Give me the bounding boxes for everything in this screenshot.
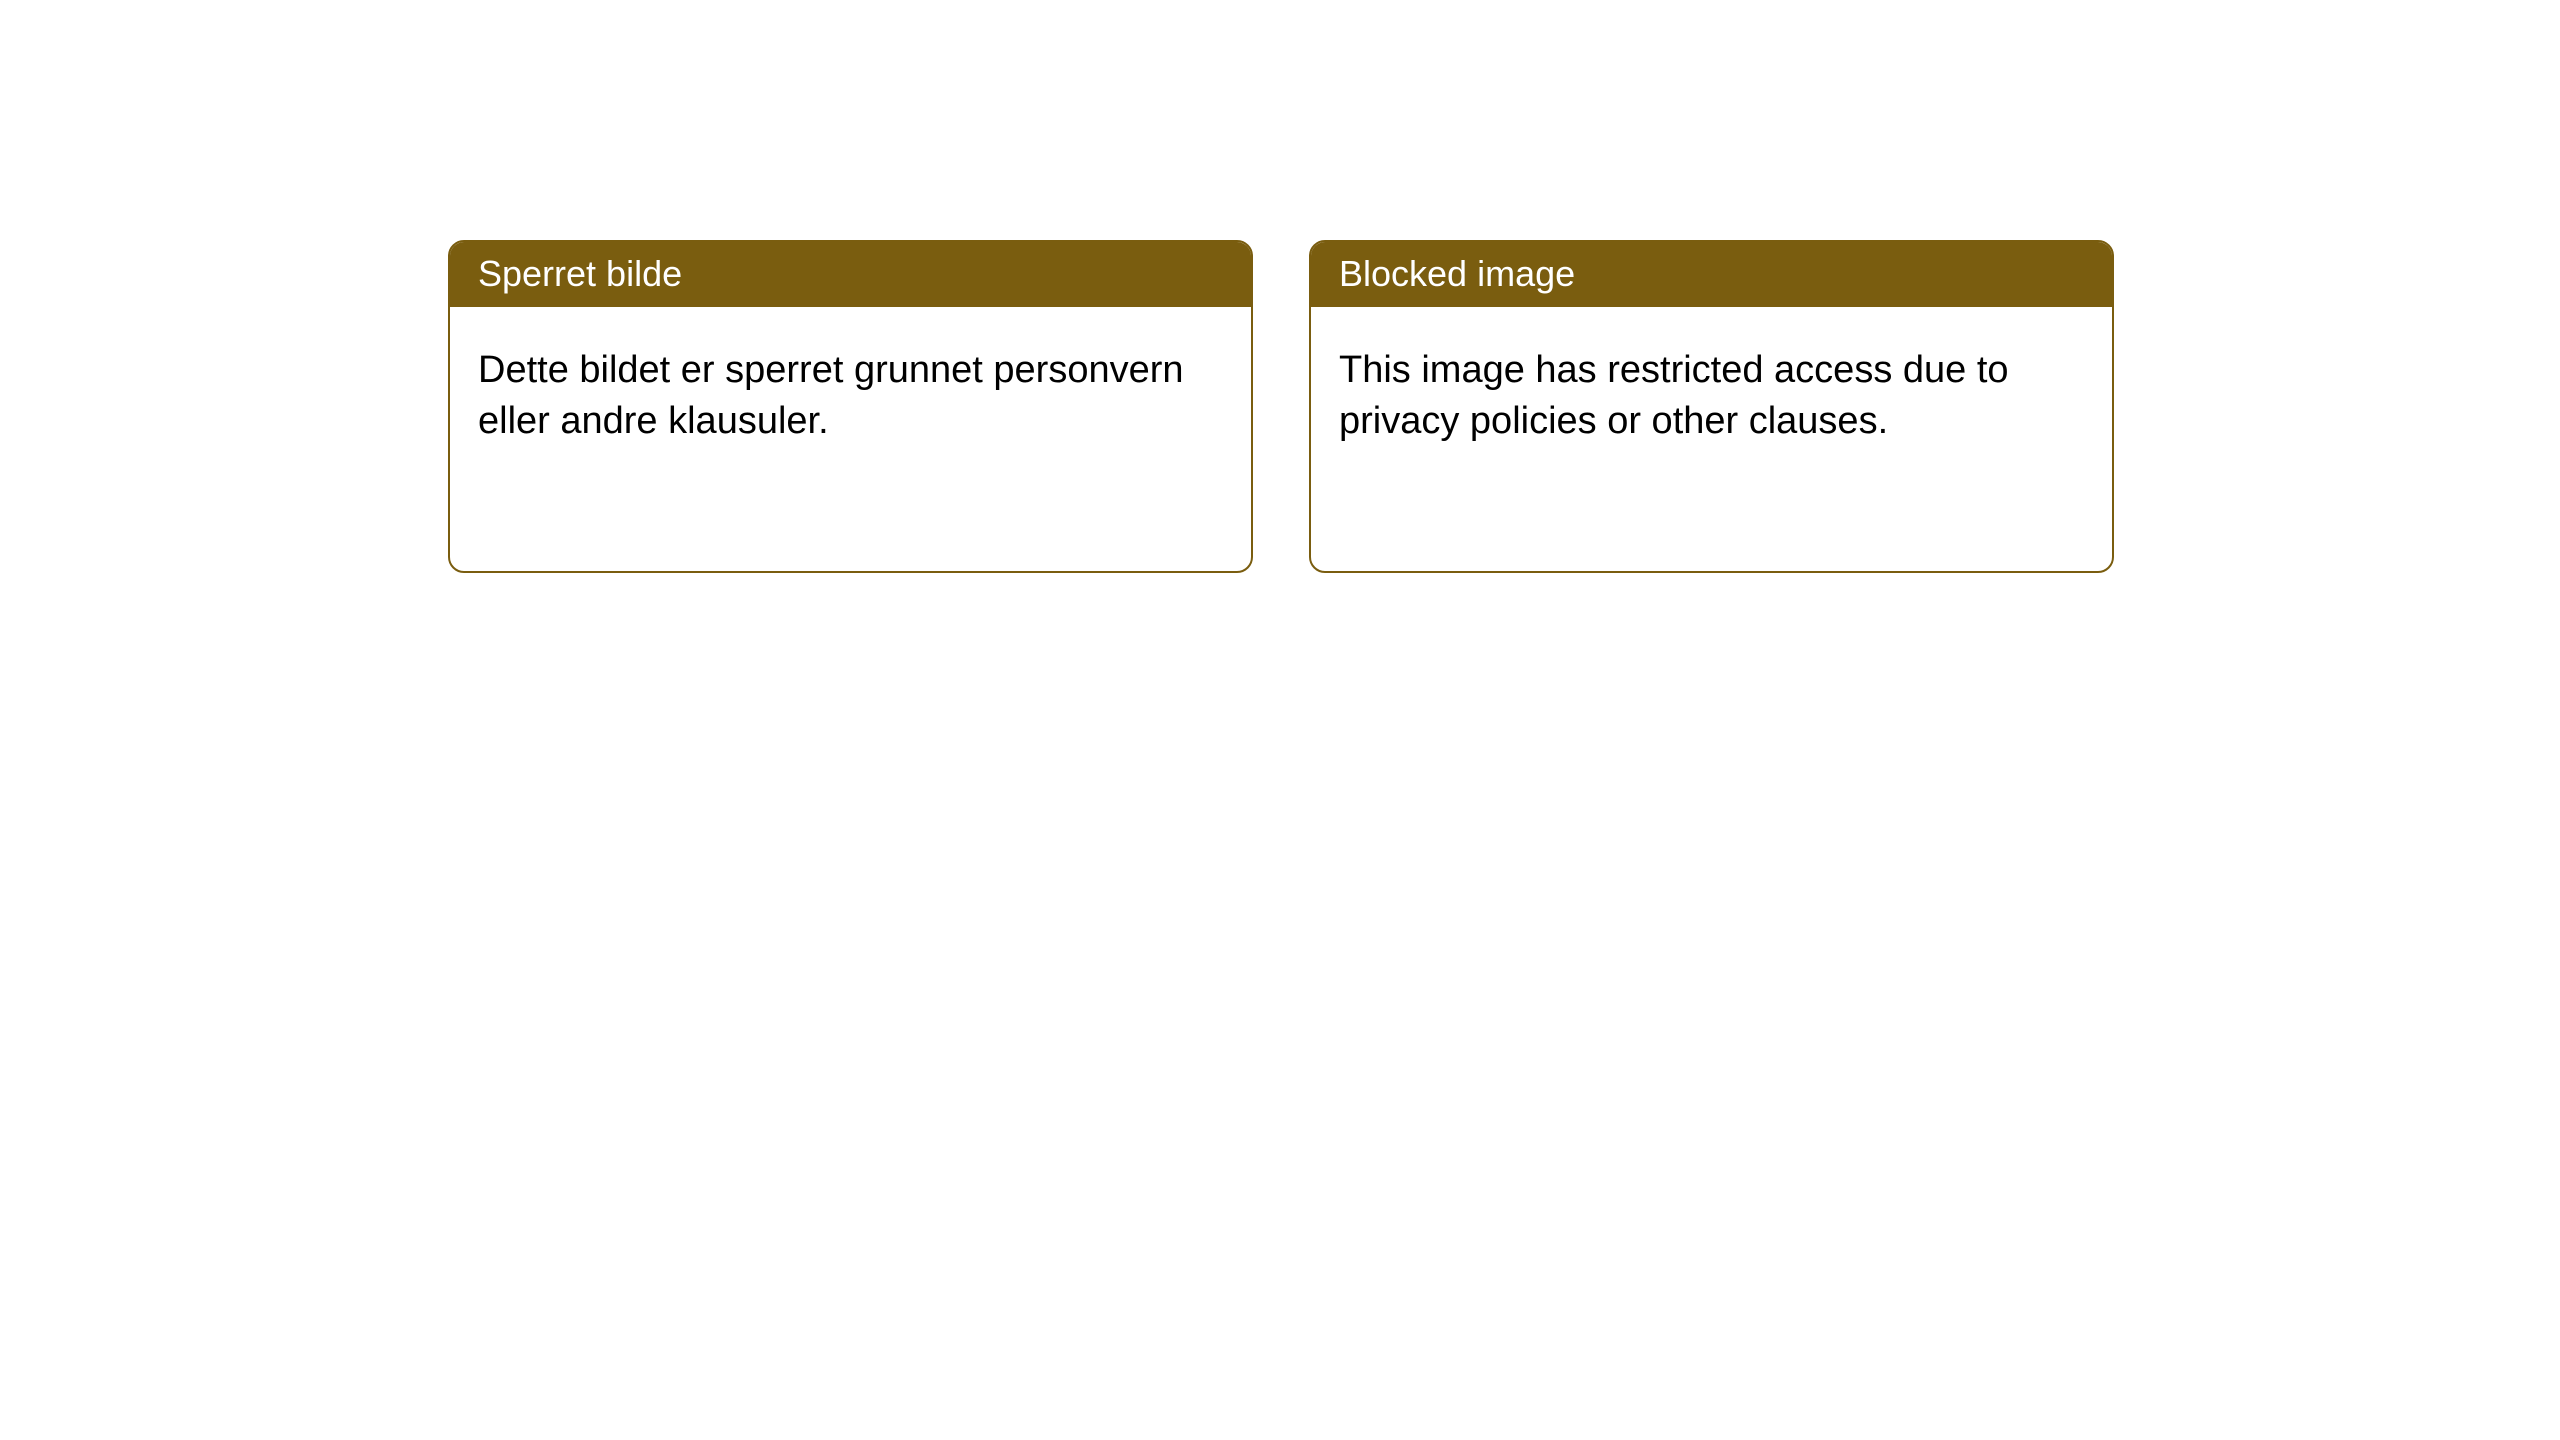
notice-title-en: Blocked image bbox=[1311, 242, 2112, 307]
notice-card-en: Blocked image This image has restricted … bbox=[1309, 240, 2114, 573]
notice-body-en: This image has restricted access due to … bbox=[1311, 307, 2112, 486]
notice-title-no: Sperret bilde bbox=[450, 242, 1251, 307]
notice-body-no: Dette bildet er sperret grunnet personve… bbox=[450, 307, 1251, 486]
notice-card-no: Sperret bilde Dette bildet er sperret gr… bbox=[448, 240, 1253, 573]
notice-container: Sperret bilde Dette bildet er sperret gr… bbox=[0, 0, 2560, 573]
